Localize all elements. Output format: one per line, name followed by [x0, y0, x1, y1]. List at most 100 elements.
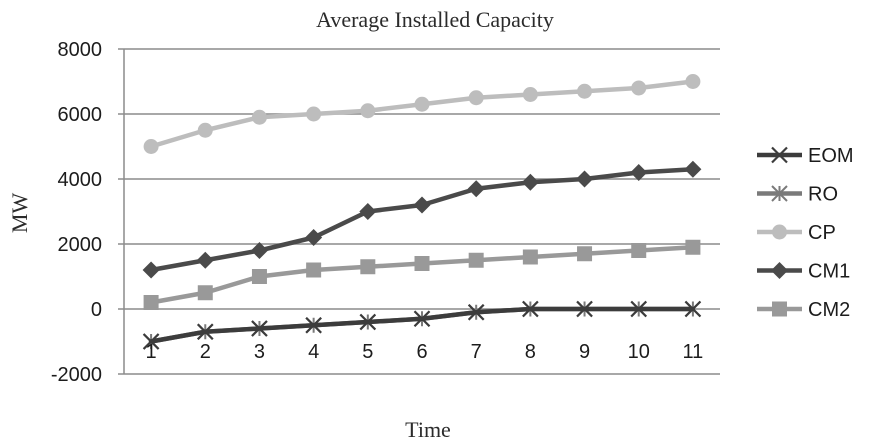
- marker-shape: [196, 251, 214, 269]
- data-point: [413, 196, 431, 214]
- marker-shape: [143, 295, 159, 310]
- marker-shape: [251, 269, 267, 284]
- marker-shape: [251, 320, 268, 337]
- x-tick-label: 2: [200, 341, 211, 363]
- tick-labels: -2000 0 2000 4000 6000 8000 1 2 3 4 5 6 7 8 9 10 11: [51, 39, 703, 386]
- x-tick-label: 1: [146, 341, 157, 363]
- legend-label: CM1: [808, 261, 850, 283]
- marker-shape: [685, 74, 701, 89]
- data-point: [197, 285, 213, 301]
- legend-item-ro: RO: [757, 184, 838, 206]
- series-cm1: [142, 160, 702, 279]
- data-point: [196, 251, 214, 269]
- marker-shape: [359, 203, 377, 220]
- marker-shape: [197, 285, 213, 301]
- marker-shape: [630, 164, 648, 181]
- legend-label: EOM: [808, 145, 854, 167]
- x-tick-label: 4: [308, 341, 319, 363]
- series-group: [142, 74, 702, 350]
- marker-shape: [467, 303, 485, 321]
- x-tick-label: 9: [579, 341, 590, 363]
- data-point: [251, 320, 268, 337]
- data-point: [685, 239, 701, 255]
- y-tick-label: 8000: [58, 39, 103, 61]
- legend-marker: [771, 185, 788, 202]
- marker-shape: [576, 300, 593, 318]
- y-axis-label: MW: [7, 193, 32, 234]
- data-point: [521, 173, 539, 191]
- x-tick-label: 11: [683, 341, 704, 363]
- marker-shape: [142, 333, 160, 350]
- data-point: [576, 170, 594, 188]
- legend: EOM RO CP CM1 CM2: [757, 145, 854, 321]
- y-tick-label: 0: [91, 299, 102, 321]
- legend-item-cm2: CM2: [757, 299, 850, 321]
- data-point: [685, 74, 701, 89]
- data-point: [251, 269, 267, 284]
- series-cp: [143, 74, 701, 154]
- data-point: [522, 87, 538, 102]
- marker-shape: [522, 249, 538, 265]
- marker-shape: [522, 87, 538, 102]
- data-point: [142, 333, 160, 350]
- marker-shape: [360, 259, 376, 275]
- marker-shape: [772, 301, 787, 317]
- marker-shape: [413, 310, 431, 328]
- data-point: [631, 80, 647, 96]
- y-tick-label: 2000: [58, 234, 103, 256]
- y-tick-label: 4000: [58, 169, 103, 191]
- marker-shape: [413, 196, 431, 214]
- marker-shape: [468, 252, 484, 268]
- x-tick-label: 8: [525, 341, 536, 363]
- data-point: [305, 229, 323, 246]
- data-point: [414, 256, 430, 271]
- marker-shape: [197, 122, 213, 138]
- data-point: [577, 83, 593, 99]
- data-point: [360, 103, 376, 119]
- data-point: [413, 310, 431, 328]
- x-tick-label: 7: [471, 341, 482, 363]
- marker-shape: [771, 262, 788, 279]
- marker-shape: [414, 96, 430, 112]
- data-point: [196, 323, 214, 341]
- legend-item-eom: EOM: [757, 145, 854, 167]
- legend-label: CM2: [808, 299, 850, 321]
- x-tick-label: 10: [628, 341, 650, 363]
- data-point: [684, 160, 702, 178]
- marker-shape: [305, 316, 322, 334]
- marker-shape: [631, 80, 647, 96]
- data-point: [630, 164, 648, 181]
- marker-shape: [251, 109, 267, 125]
- legend-marker: [771, 146, 788, 164]
- marker-shape: [771, 185, 788, 202]
- legend-marker: [772, 301, 787, 317]
- series-eom: [142, 300, 702, 350]
- marker-shape: [771, 146, 788, 164]
- marker-shape: [521, 173, 539, 191]
- marker-shape: [142, 261, 160, 279]
- data-point: [359, 203, 377, 220]
- data-point: [467, 180, 485, 198]
- data-point: [684, 300, 702, 318]
- data-point: [360, 259, 376, 275]
- marker-shape: [305, 229, 323, 246]
- y-tick-label: -2000: [51, 364, 102, 386]
- x-axis-label: Time: [405, 417, 451, 442]
- data-point: [522, 300, 539, 318]
- marker-shape: [414, 256, 430, 271]
- marker-shape: [306, 106, 322, 122]
- marker-shape: [684, 300, 702, 318]
- data-point: [522, 249, 538, 265]
- data-point: [305, 316, 322, 334]
- marker-shape: [576, 170, 594, 188]
- legend-marker: [771, 262, 788, 279]
- data-point: [576, 300, 593, 318]
- x-tick-label: 5: [362, 341, 373, 363]
- marker-shape: [306, 262, 322, 278]
- data-point: [306, 106, 322, 122]
- legend-marker: [772, 224, 787, 240]
- marker-shape: [685, 239, 701, 255]
- data-point: [631, 243, 647, 258]
- legend-item-cp: CP: [757, 222, 836, 244]
